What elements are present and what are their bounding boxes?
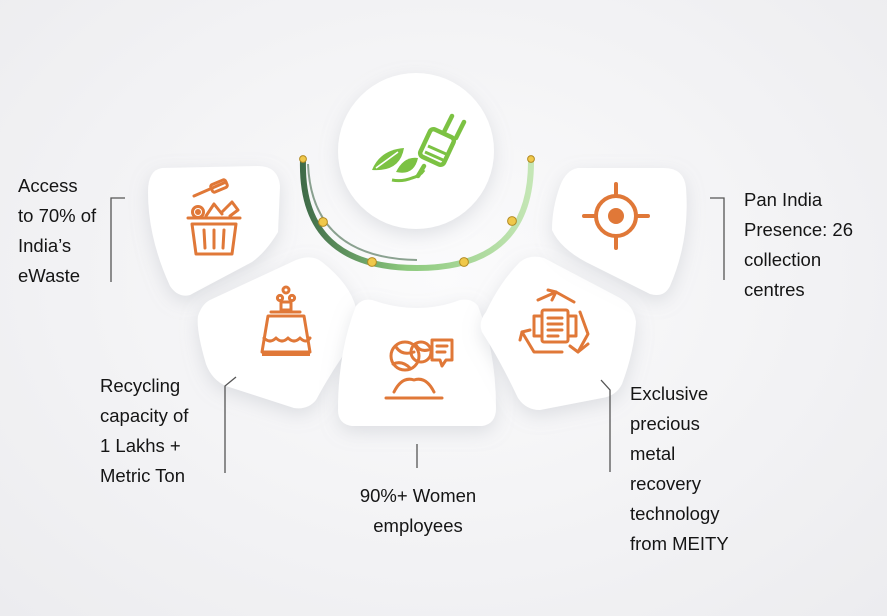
label-capacity: Recycling capacity of 1 Lakhs + Metric T… xyxy=(100,375,189,486)
trash-bin-icon xyxy=(186,178,242,256)
arc-dot xyxy=(318,217,328,227)
tile-metal xyxy=(480,256,636,410)
label-metal: Exclusive precious metal recovery techno… xyxy=(630,383,729,554)
arc-dot xyxy=(507,216,517,226)
connector-lines xyxy=(110,197,725,473)
label-presence: Pan India Presence: 26 collection centre… xyxy=(744,189,854,300)
tile-capacity xyxy=(197,257,356,409)
tile-presence xyxy=(552,168,687,295)
arc-dot xyxy=(527,155,535,163)
arc-dot xyxy=(299,155,307,163)
label-ewaste: Access to 70% of India’s eWaste xyxy=(18,175,97,286)
arc-dot xyxy=(367,257,377,267)
hub-arc xyxy=(299,155,535,272)
arc-dot xyxy=(459,257,469,267)
factory-bag-icon xyxy=(260,285,312,356)
recycle-document-icon xyxy=(518,288,590,354)
hub-circle xyxy=(338,73,494,229)
location-target-icon xyxy=(582,182,650,250)
women-chat-icon xyxy=(384,338,454,400)
leaf-plug-icon xyxy=(372,113,467,183)
label-women: 90%+ Women employees xyxy=(359,485,477,536)
